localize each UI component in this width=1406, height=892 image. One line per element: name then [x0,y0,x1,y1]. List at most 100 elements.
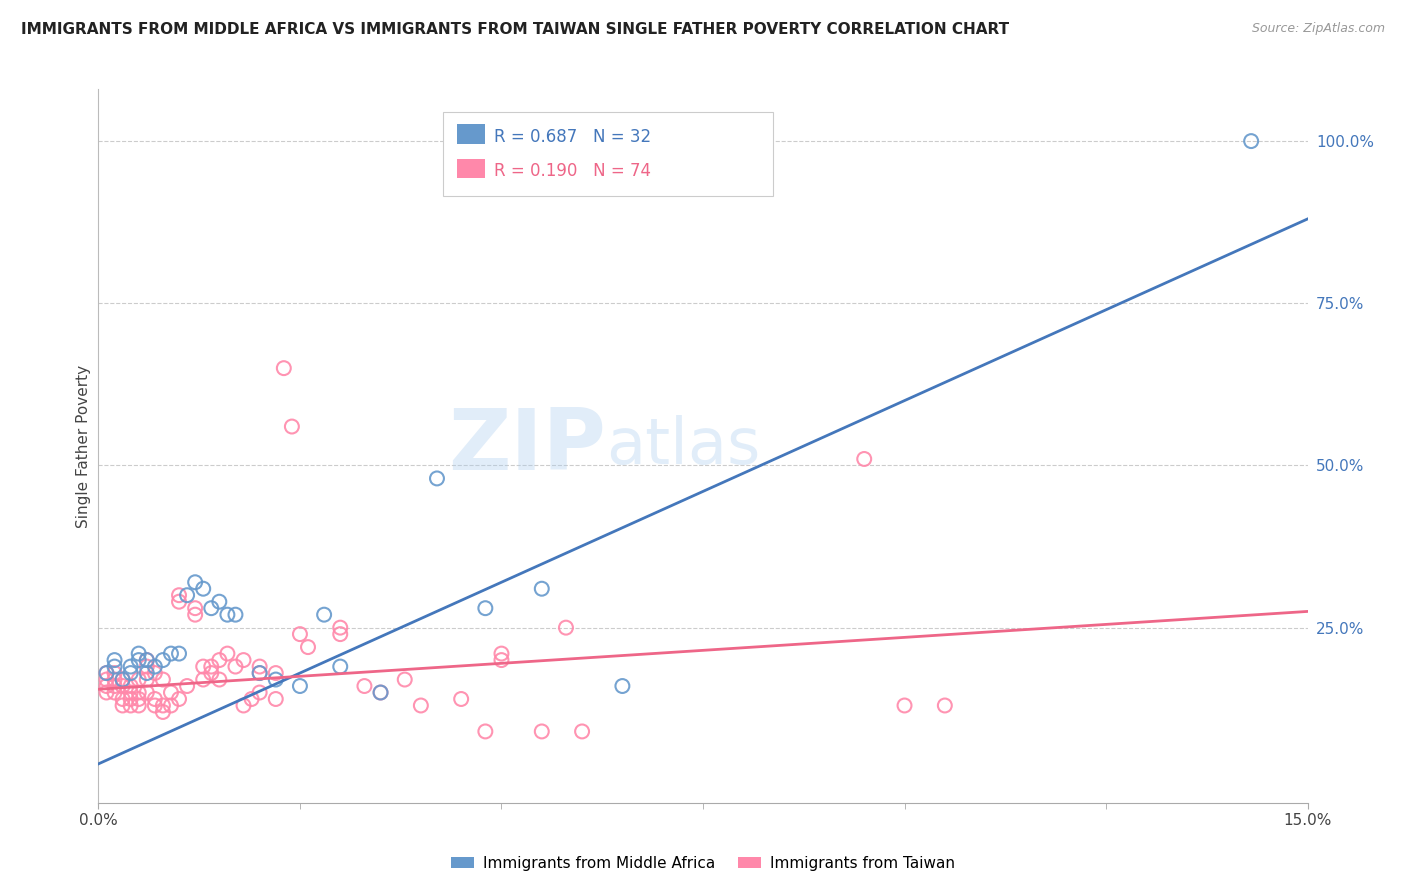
Point [143,666,166,681]
Point [200,666,222,681]
Point [200,601,222,615]
Point [450,692,472,706]
Text: R = 0.687   N = 32: R = 0.687 N = 32 [494,128,651,145]
Point [353,679,375,693]
Point [224,607,246,622]
Point [409,698,432,713]
Point [103,659,125,673]
Point [288,627,311,641]
Point [143,692,166,706]
Point [208,673,231,687]
Point [426,471,449,485]
Point [240,692,263,706]
Point [474,724,496,739]
Point [167,692,190,706]
Point [152,698,174,713]
Point [128,698,150,713]
Point [249,685,271,699]
Point [217,647,239,661]
Point [160,685,183,699]
Point [249,666,271,681]
Point [184,607,207,622]
Point [128,653,150,667]
Point [370,685,392,699]
Point [264,666,287,681]
Point [297,640,319,654]
Point [200,659,222,673]
Point [176,679,198,693]
Point [152,653,174,667]
Point [273,361,295,376]
Point [103,685,125,699]
Point [893,698,915,713]
Point [491,653,513,667]
Point [96,666,118,681]
Point [143,659,166,673]
Point [167,595,190,609]
Point [135,659,157,673]
Point [853,452,876,467]
Point [208,595,231,609]
Point [184,601,207,615]
Point [1240,134,1263,148]
Point [264,673,287,687]
Point [249,659,271,673]
Text: R = 0.190   N = 74: R = 0.190 N = 74 [494,162,651,180]
Legend: Immigrants from Middle Africa, Immigrants from Taiwan: Immigrants from Middle Africa, Immigrant… [444,850,962,877]
Point [160,698,183,713]
Point [160,647,183,661]
Point [96,666,118,681]
Point [530,582,553,596]
Point [120,685,142,699]
Point [96,679,118,693]
Point [120,679,142,693]
Point [167,588,190,602]
Point [555,621,578,635]
Point [491,647,513,661]
Point [232,653,254,667]
Point [224,659,246,673]
Point [571,724,593,739]
Point [103,679,125,693]
Point [193,582,215,596]
Point [135,653,157,667]
Point [103,673,125,687]
Point [111,673,134,687]
Point [329,627,352,641]
Point [128,685,150,699]
Point [135,685,157,699]
Point [135,666,157,681]
Point [329,621,352,635]
Point [111,692,134,706]
Text: IMMIGRANTS FROM MIDDLE AFRICA VS IMMIGRANTS FROM TAIWAN SINGLE FATHER POVERTY CO: IMMIGRANTS FROM MIDDLE AFRICA VS IMMIGRA… [21,22,1010,37]
Point [103,666,125,681]
Point [474,601,496,615]
Point [96,673,118,687]
Y-axis label: Single Father Poverty: Single Father Poverty [76,365,91,527]
Point [143,698,166,713]
Point [120,666,142,681]
Point [288,679,311,693]
Point [193,673,215,687]
Point [264,692,287,706]
Point [193,659,215,673]
Point [128,673,150,687]
Point [120,698,142,713]
Point [217,607,239,622]
Point [120,692,142,706]
Point [128,647,150,661]
Point [934,698,956,713]
Point [111,698,134,713]
Point [530,724,553,739]
Point [281,419,304,434]
Point [232,698,254,713]
Point [152,673,174,687]
Point [135,673,157,687]
Point [135,653,157,667]
Point [96,685,118,699]
Text: ZIP: ZIP [449,404,606,488]
Point [152,705,174,719]
Point [128,692,150,706]
Point [111,673,134,687]
Point [103,653,125,667]
